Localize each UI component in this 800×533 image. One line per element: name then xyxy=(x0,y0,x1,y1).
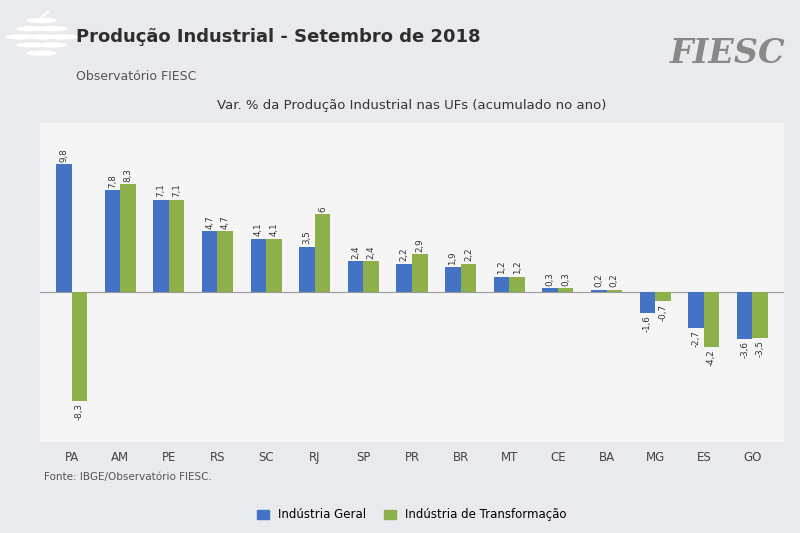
Circle shape xyxy=(38,27,66,30)
Circle shape xyxy=(6,35,35,39)
Text: -3,6: -3,6 xyxy=(740,342,749,359)
Text: -0,7: -0,7 xyxy=(658,304,667,321)
Text: 1,2: 1,2 xyxy=(497,261,506,274)
Text: 7,8: 7,8 xyxy=(108,174,117,188)
Bar xyxy=(494,277,510,292)
Bar xyxy=(558,288,574,292)
Text: 3,5: 3,5 xyxy=(302,230,311,244)
Circle shape xyxy=(27,35,56,39)
Bar xyxy=(639,292,655,313)
Bar xyxy=(542,288,558,292)
Text: 4,7: 4,7 xyxy=(221,215,230,229)
Bar xyxy=(363,261,379,292)
Bar xyxy=(56,164,72,292)
Text: 1,9: 1,9 xyxy=(448,252,458,265)
Bar xyxy=(202,231,218,292)
Bar xyxy=(606,289,622,292)
Text: 4,7: 4,7 xyxy=(206,215,214,229)
Circle shape xyxy=(38,43,66,47)
Title: Var. % da Produção Industrial nas UFs (acumulado no ano): Var. % da Produção Industrial nas UFs (a… xyxy=(218,99,606,112)
Bar xyxy=(445,268,461,292)
Text: Observatório FIESC: Observatório FIESC xyxy=(76,70,196,83)
Text: -4,2: -4,2 xyxy=(707,350,716,366)
Text: 6: 6 xyxy=(318,206,327,212)
Circle shape xyxy=(27,51,56,55)
Circle shape xyxy=(27,19,56,22)
Circle shape xyxy=(48,35,77,39)
Text: 2,2: 2,2 xyxy=(400,248,409,261)
Bar xyxy=(510,277,525,292)
Text: 2,4: 2,4 xyxy=(351,245,360,259)
Bar xyxy=(461,263,476,292)
Bar xyxy=(120,184,136,292)
Bar xyxy=(655,292,670,302)
Bar xyxy=(688,292,704,327)
Text: 2,4: 2,4 xyxy=(366,245,376,259)
Text: 1,2: 1,2 xyxy=(513,261,522,274)
Text: 8,3: 8,3 xyxy=(123,168,133,182)
Text: 7,1: 7,1 xyxy=(157,183,166,197)
Text: Fonte: IBGE/Observatório FIESC.: Fonte: IBGE/Observatório FIESC. xyxy=(44,472,212,482)
Bar xyxy=(591,289,606,292)
Text: 0,2: 0,2 xyxy=(610,273,618,287)
Text: 7,1: 7,1 xyxy=(172,183,181,197)
Text: FIESC: FIESC xyxy=(670,37,786,70)
Bar xyxy=(250,239,266,292)
Text: 2,9: 2,9 xyxy=(415,238,424,252)
Bar xyxy=(218,231,233,292)
Circle shape xyxy=(17,27,46,30)
Text: 4,1: 4,1 xyxy=(270,223,278,237)
Bar xyxy=(752,292,768,338)
Text: 0,3: 0,3 xyxy=(561,272,570,286)
Text: -1,6: -1,6 xyxy=(643,316,652,332)
Text: 9,8: 9,8 xyxy=(59,148,68,162)
Bar xyxy=(154,199,169,292)
Bar xyxy=(266,239,282,292)
Text: -3,5: -3,5 xyxy=(756,340,765,357)
Text: -2,7: -2,7 xyxy=(691,330,701,347)
Bar xyxy=(397,263,412,292)
Bar xyxy=(72,292,87,401)
Bar xyxy=(105,190,120,292)
Text: 0,2: 0,2 xyxy=(594,273,603,287)
Bar xyxy=(737,292,752,340)
Text: 2,2: 2,2 xyxy=(464,248,473,261)
Text: -8,3: -8,3 xyxy=(75,403,84,420)
Legend: Indústria Geral, Indústria de Transformação: Indústria Geral, Indústria de Transforma… xyxy=(252,504,572,526)
Text: 4,1: 4,1 xyxy=(254,223,263,237)
Bar xyxy=(314,214,330,292)
Bar xyxy=(412,254,427,292)
Bar xyxy=(169,199,185,292)
Bar xyxy=(704,292,719,347)
Circle shape xyxy=(17,43,46,47)
Bar xyxy=(299,247,314,292)
Bar xyxy=(348,261,363,292)
Text: Produção Industrial - Setembro de 2018: Produção Industrial - Setembro de 2018 xyxy=(76,28,481,46)
Text: 0,3: 0,3 xyxy=(546,272,554,286)
